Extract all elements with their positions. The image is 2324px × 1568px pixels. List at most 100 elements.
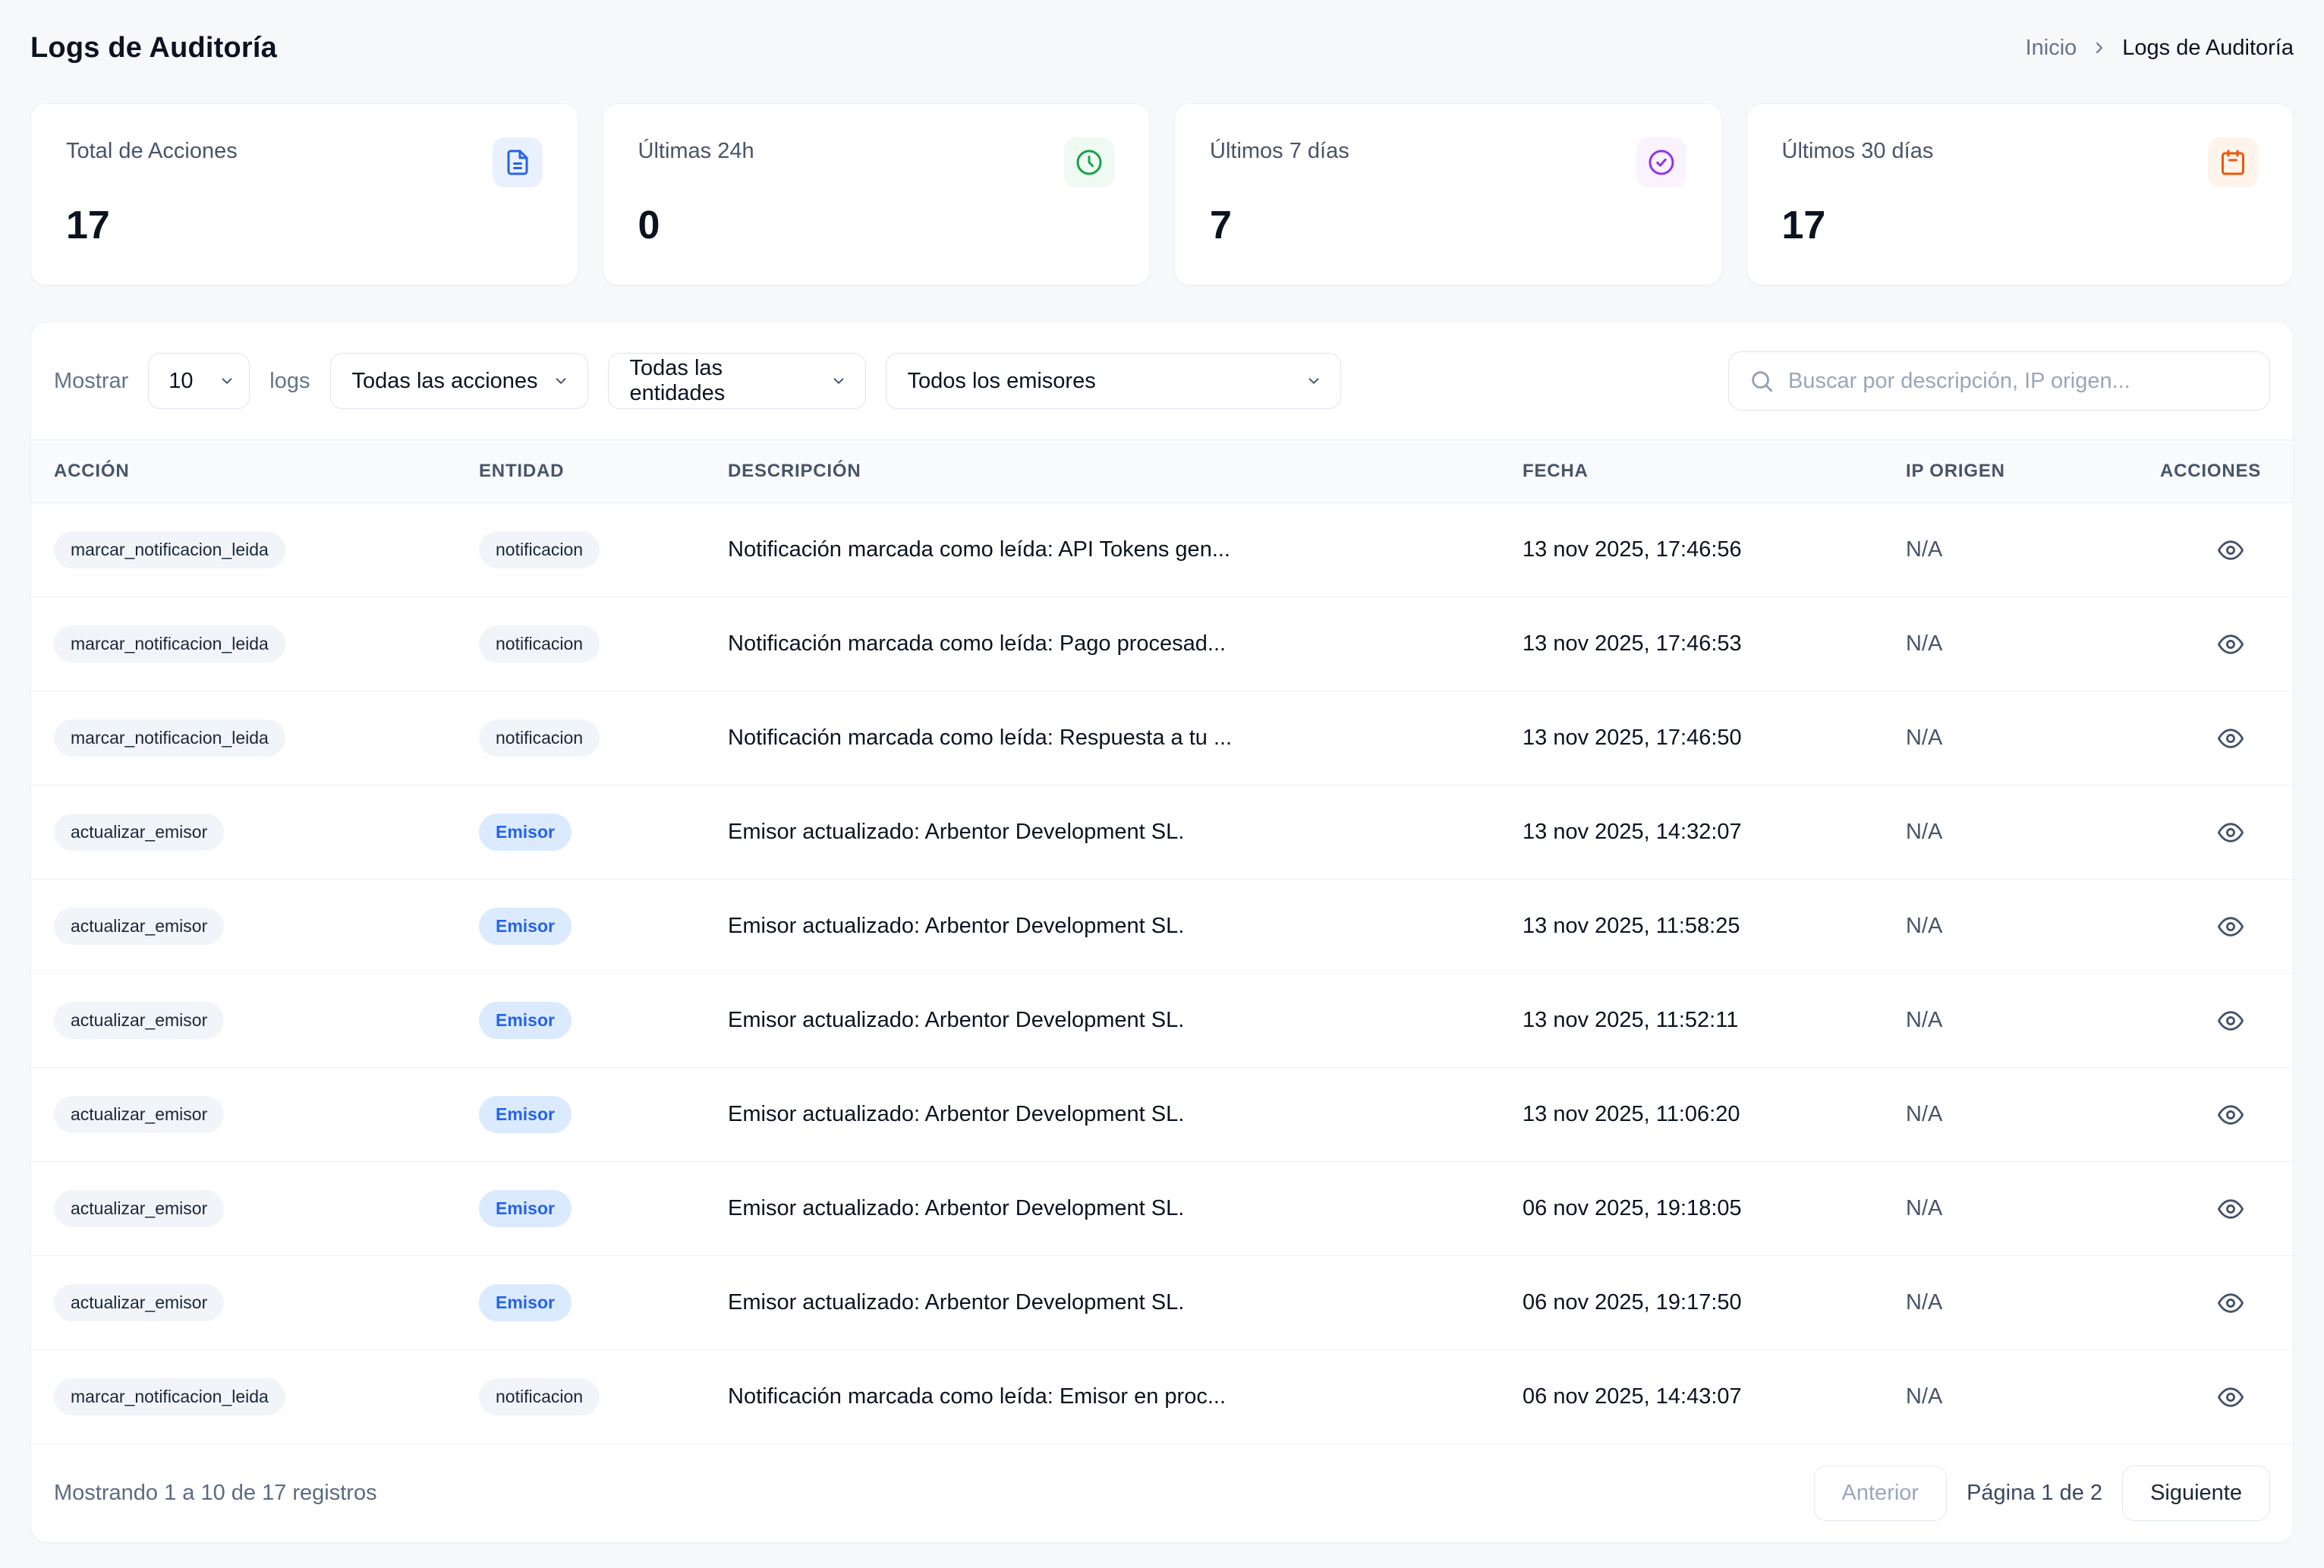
logs-panel: Mostrar 10 logs Todas las acciones Todas…	[30, 322, 2294, 1543]
action-filter-value: Todas las acciones	[351, 368, 538, 393]
stat-card-total: Total de Acciones 17	[30, 103, 578, 285]
log-ip: N/A	[1906, 1102, 1943, 1126]
chevron-down-icon	[553, 373, 569, 389]
log-date: 06 nov 2025, 14:43:07	[1523, 1384, 1742, 1409]
entity-badge: Emisor	[479, 1096, 572, 1133]
eye-icon	[2215, 1102, 2246, 1128]
log-description: Emisor actualizado: Arbentor Development…	[728, 820, 1185, 844]
view-details-button[interactable]	[2211, 1097, 2250, 1132]
log-ip: N/A	[1906, 1196, 1943, 1220]
eye-icon	[2215, 820, 2246, 845]
entity-filter-select[interactable]: Todas las entidades	[607, 353, 866, 409]
calendar-icon	[2208, 137, 2258, 187]
stats-cards: Total de Acciones 17 Últimas 24h 0 Últim…	[30, 103, 2294, 285]
stat-value: 7	[1210, 203, 1232, 247]
stat-card-7d: Últimos 7 días 7	[1174, 103, 1722, 285]
stat-label: Últimos 30 días	[1781, 139, 1934, 163]
log-ip: N/A	[1906, 537, 1943, 562]
view-details-button[interactable]	[2211, 721, 2250, 756]
action-badge: marcar_notificacion_leida	[54, 625, 285, 663]
column-header-date: FECHA	[1523, 461, 1589, 481]
view-details-button[interactable]	[2211, 1192, 2250, 1226]
table-row: actualizar_emisor Emisor Emisor actualiz…	[31, 974, 2293, 1068]
page-title: Logs de Auditoría	[30, 31, 277, 64]
eye-icon	[2215, 914, 2246, 940]
view-details-button[interactable]	[2211, 627, 2250, 662]
stat-card-24h: Últimas 24h 0	[602, 103, 1150, 285]
column-header-ip: IP ORIGEN	[1906, 461, 2005, 481]
stat-label: Total de Acciones	[66, 139, 238, 163]
view-details-button[interactable]	[2211, 815, 2250, 850]
action-badge: actualizar_emisor	[54, 1096, 225, 1133]
log-date: 13 nov 2025, 17:46:50	[1523, 726, 1742, 750]
entity-badge: Emisor	[479, 1284, 572, 1321]
action-badge: marcar_notificacion_leida	[54, 1378, 285, 1415]
log-description: Emisor actualizado: Arbentor Development…	[728, 1008, 1185, 1032]
stat-value: 17	[66, 203, 110, 247]
eye-icon	[2215, 1008, 2246, 1034]
entity-badge: Emisor	[479, 908, 572, 945]
log-ip: N/A	[1906, 820, 1943, 844]
view-details-button[interactable]	[2211, 1286, 2250, 1321]
log-ip: N/A	[1906, 1290, 1943, 1315]
chevron-down-icon	[830, 373, 847, 389]
breadcrumb: Inicio Logs de Auditoría	[2026, 36, 2294, 61]
issuer-filter-value: Todos los emisores	[907, 368, 1096, 393]
stat-value: 0	[638, 203, 660, 247]
log-date: 13 nov 2025, 11:58:25	[1523, 914, 1740, 938]
search-input[interactable]	[1788, 368, 2250, 394]
stat-value: 17	[1781, 203, 1826, 247]
log-description: Notificación marcada como leída: Emisor …	[728, 1384, 1226, 1409]
pagination: Anterior Página 1 de 2 Siguiente	[1813, 1466, 2270, 1521]
entity-badge: notificacion	[479, 719, 600, 757]
search-icon	[1749, 368, 1774, 394]
log-ip: N/A	[1906, 726, 1943, 750]
action-badge: marcar_notificacion_leida	[54, 531, 285, 568]
table-row: actualizar_emisor Emisor Emisor actualiz…	[31, 1068, 2293, 1162]
breadcrumb-current: Logs de Auditoría	[2122, 35, 2294, 60]
chevron-down-icon	[219, 373, 235, 389]
table-row: actualizar_emisor Emisor Emisor actualiz…	[31, 1256, 2293, 1350]
logs-label: logs	[269, 368, 310, 393]
table-footer: Mostrando 1 a 10 de 17 registros Anterio…	[31, 1444, 2293, 1542]
column-header-entity: ENTIDAD	[479, 461, 565, 481]
action-badge: actualizar_emisor	[54, 1002, 225, 1039]
table-row: actualizar_emisor Emisor Emisor actualiz…	[31, 786, 2293, 880]
view-details-button[interactable]	[2211, 1380, 2250, 1415]
table-row: marcar_notificacion_leida notificacion N…	[31, 503, 2293, 597]
page-size-select[interactable]: 10	[148, 353, 250, 409]
log-description: Emisor actualizado: Arbentor Development…	[728, 1290, 1185, 1315]
table-body: marcar_notificacion_leida notificacion N…	[31, 503, 2293, 1444]
log-ip: N/A	[1906, 914, 1943, 938]
log-date: 13 nov 2025, 14:32:07	[1523, 820, 1742, 844]
chevron-right-icon	[2090, 39, 2108, 57]
log-ip: N/A	[1906, 631, 1943, 656]
table-header: ACCIÓN ENTIDAD DESCRIPCIÓN FECHA IP ORIG…	[31, 439, 2293, 503]
next-page-button[interactable]: Siguiente	[2122, 1466, 2270, 1521]
view-details-button[interactable]	[2211, 909, 2250, 944]
entity-badge: notificacion	[479, 531, 600, 568]
log-date: 13 nov 2025, 11:52:11	[1523, 1008, 1739, 1032]
entity-badge: Emisor	[479, 814, 572, 851]
action-filter-select[interactable]: Todas las acciones	[329, 353, 588, 409]
table-row: marcar_notificacion_leida notificacion N…	[31, 597, 2293, 691]
check-circle-icon	[1636, 137, 1686, 187]
column-header-action: ACCIÓN	[54, 461, 130, 481]
issuer-filter-select[interactable]: Todos los emisores	[885, 353, 1341, 409]
view-details-button[interactable]	[2211, 533, 2250, 568]
log-date: 13 nov 2025, 11:06:20	[1523, 1102, 1740, 1126]
eye-icon	[2215, 1290, 2246, 1316]
eye-icon	[2215, 631, 2246, 657]
table-row: actualizar_emisor Emisor Emisor actualiz…	[31, 1162, 2293, 1256]
log-description: Emisor actualizado: Arbentor Development…	[728, 1196, 1185, 1220]
column-header-actions: ACCIONES	[2160, 461, 2262, 481]
view-details-button[interactable]	[2211, 1003, 2250, 1038]
log-description: Notificación marcada como leída: API Tok…	[728, 537, 1230, 562]
previous-page-button[interactable]: Anterior	[1813, 1466, 1948, 1521]
log-date: 13 nov 2025, 17:46:56	[1523, 537, 1742, 562]
breadcrumb-home-link[interactable]: Inicio	[2025, 35, 2077, 60]
document-icon	[492, 137, 543, 187]
action-badge: actualizar_emisor	[54, 1284, 225, 1321]
table-row: marcar_notificacion_leida notificacion N…	[31, 691, 2293, 786]
